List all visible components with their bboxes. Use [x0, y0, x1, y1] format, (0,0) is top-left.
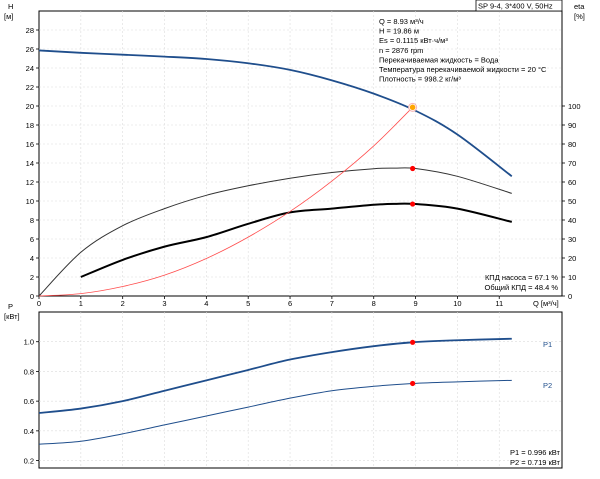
operating-point-info: Q = 8.93 м³/ч [379, 17, 424, 26]
y-left-tick-label: 16 [26, 140, 34, 149]
y-left-axis-unit: [м] [4, 12, 13, 21]
operating-point-info: Перекачиваемая жидкость = Вода [379, 55, 499, 64]
y-left-tick-label: 24 [26, 64, 34, 73]
y-left-tick-label: 4 [30, 254, 34, 263]
x-tick-label: 5 [246, 299, 250, 308]
power-info: P1 = 0.996 кВт [510, 448, 561, 457]
top-plot-frame [38, 10, 563, 297]
duty-point-marker [409, 104, 416, 111]
y-right-tick-label: 80 [568, 140, 576, 149]
operating-point-info: Температура перекачиваемой жидкости = 20… [379, 65, 547, 74]
x-tick-label: 11 [495, 299, 503, 308]
x-tick-label: 2 [121, 299, 125, 308]
power-tick-label: 1.0 [24, 338, 34, 347]
operating-point-info: H = 19.86 м [379, 27, 419, 36]
x-tick-label: 0 [37, 299, 41, 308]
power-tick-label: 0.2 [24, 457, 34, 466]
bottom-plot-frame [38, 311, 563, 469]
y-right-tick-label: 60 [568, 178, 576, 187]
y-right-tick-label: 0 [568, 292, 572, 301]
x-tick-label: 1 [79, 299, 83, 308]
y-right-tick-label: 30 [568, 235, 576, 244]
y-right-axis-title: eta [574, 2, 585, 11]
power-series-p2 [38, 379, 512, 445]
operating-point-info: Es = 0.1115 кВт·ч/м³ [379, 36, 448, 45]
curve-series-3 [38, 107, 413, 297]
chart-title: SP 9-4, 3*400 V, 50Hz [478, 2, 553, 11]
y-left-tick-label: 12 [26, 178, 34, 187]
y-left-axis-title: H [8, 2, 13, 11]
y-left-tick-label: 2 [30, 273, 34, 282]
operating-point-marker [410, 201, 416, 207]
power-series-label-p2: P2 [543, 381, 552, 390]
curve-series-2 [80, 202, 513, 278]
x-tick-label: 7 [330, 299, 334, 308]
y-left-tick-label: 14 [26, 159, 34, 168]
efficiency-info: КПД насоса = 67.1 % [485, 273, 558, 282]
power-series-p1 [38, 337, 512, 414]
operating-point-info: n = 2876 rpm [379, 46, 423, 55]
y-left-tick-label: 0 [30, 292, 34, 301]
y-right-tick-label: 40 [568, 216, 576, 225]
y-left-tick-label: 6 [30, 235, 34, 244]
power-series-label-p1: P1 [543, 340, 552, 349]
power-axis-title: P [8, 302, 13, 311]
power-operating-point-marker [410, 339, 416, 345]
x-tick-label: 6 [288, 299, 292, 308]
y-right-tick-label: 50 [568, 197, 576, 206]
x-tick-label: 4 [204, 299, 208, 308]
power-operating-point-marker [410, 380, 416, 387]
y-right-tick-label: 90 [568, 121, 576, 130]
y-left-tick-label: 10 [26, 197, 34, 206]
title-box [475, 0, 563, 12]
y-right-tick-label: 100 [568, 102, 581, 111]
x-tick-label: 8 [372, 299, 376, 308]
y-left-tick-label: 8 [30, 216, 34, 225]
y-right-tick-label: 70 [568, 159, 576, 168]
x-axis-title: Q [м³/ч] [533, 299, 559, 308]
curve-series-0 [38, 49, 513, 178]
x-tick-label: 3 [162, 299, 166, 308]
efficiency-info: Общий КПД = 48.4 % [485, 283, 559, 292]
y-left-tick-label: 28 [26, 26, 34, 35]
curve-series-1 [38, 167, 512, 297]
y-left-tick-label: 20 [26, 102, 34, 111]
power-tick-label: 0.8 [24, 367, 34, 376]
y-left-tick-label: 26 [26, 45, 34, 54]
power-info: P2 = 0.719 кВт [510, 458, 561, 467]
x-tick-label: 9 [413, 299, 417, 308]
power-tick-label: 0.4 [24, 427, 34, 436]
y-right-axis-unit: [%] [574, 12, 585, 21]
y-left-tick-label: 22 [26, 83, 34, 92]
operating-point-marker [410, 165, 416, 172]
y-right-tick-label: 10 [568, 273, 576, 282]
operating-point-info: Плотность = 998.2 кг/м³ [379, 75, 461, 84]
x-tick-label: 10 [453, 299, 461, 308]
power-axis-unit: [кВт] [4, 312, 20, 321]
y-right-tick-label: 20 [568, 254, 576, 263]
y-left-tick-label: 18 [26, 121, 34, 130]
power-tick-label: 0.6 [24, 397, 34, 406]
